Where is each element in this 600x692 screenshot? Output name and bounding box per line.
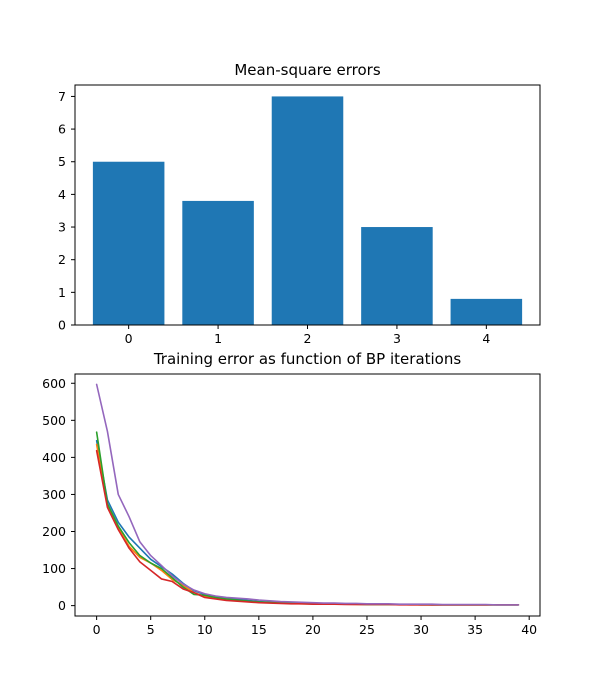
bar-x-tick-label: 2: [304, 331, 312, 346]
bar-x-tick-label: 3: [393, 331, 401, 346]
bar-chart-bars: [92, 96, 523, 325]
line-chart-frame: [74, 373, 541, 617]
bar-2: [271, 96, 344, 325]
line-x-tick-label: 20: [305, 622, 321, 637]
bar-chart-y-ticks: 0 1 2 3 4 5 6 7: [58, 89, 75, 333]
bar-y-tick-label: 3: [58, 220, 66, 235]
line-x-tick-label: 25: [359, 622, 375, 637]
bar-y-tick-label: 0: [58, 318, 66, 333]
bar-chart: Mean-square errors 0 1 2 3 4 0 1 2 3 4 5 6 7: [58, 61, 541, 346]
line-chart-x-ticks: 0 5 10 15 20 25 30 35 40: [93, 616, 537, 637]
line-y-tick-label: 500: [42, 413, 66, 428]
line-y-tick-label: 200: [42, 524, 66, 539]
line-chart-title: Training error as function of BP iterati…: [153, 350, 462, 368]
line-x-tick-label: 0: [93, 622, 101, 637]
bar-chart-title: Mean-square errors: [234, 61, 380, 79]
series-line-3: [95, 431, 520, 606]
line-chart-series: [95, 383, 520, 606]
bar-3: [361, 227, 433, 325]
bar-y-tick-label: 7: [58, 89, 66, 104]
line-chart: Training error as function of BP iterati…: [42, 350, 541, 637]
bar-x-tick-label: 1: [214, 331, 222, 346]
bar-y-tick-label: 6: [58, 122, 66, 137]
series-line-1: [95, 439, 520, 606]
bar-y-tick-label: 4: [58, 187, 66, 202]
line-x-tick-label: 40: [521, 622, 537, 637]
bar-chart-x-ticks: 0 1 2 3 4: [125, 325, 490, 346]
line-y-tick-label: 400: [42, 450, 66, 465]
bar-x-tick-label: 0: [125, 331, 133, 346]
line-chart-y-ticks: 0 100 200 300 400 500 600: [42, 376, 75, 613]
line-y-tick-label: 600: [42, 376, 66, 391]
line-x-tick-label: 10: [197, 622, 213, 637]
bar-y-tick-label: 1: [58, 285, 66, 300]
bar-1: [182, 200, 254, 325]
line-y-tick-label: 100: [42, 561, 66, 576]
bar-0: [92, 161, 165, 325]
line-y-tick-label: 0: [58, 598, 66, 613]
line-x-tick-label: 35: [467, 622, 483, 637]
bar-4: [450, 298, 523, 325]
line-x-tick-label: 15: [251, 622, 267, 637]
line-y-tick-label: 300: [42, 487, 66, 502]
bar-y-tick-label: 5: [58, 154, 66, 169]
line-x-tick-label: 30: [413, 622, 429, 637]
series-line-5: [95, 383, 520, 606]
series-line-4: [95, 449, 520, 606]
line-x-tick-label: 5: [147, 622, 155, 637]
series-line-2: [95, 443, 520, 606]
bar-chart-frame: [74, 84, 541, 326]
bar-y-tick-label: 2: [58, 252, 66, 267]
bar-x-tick-label: 4: [482, 331, 490, 346]
